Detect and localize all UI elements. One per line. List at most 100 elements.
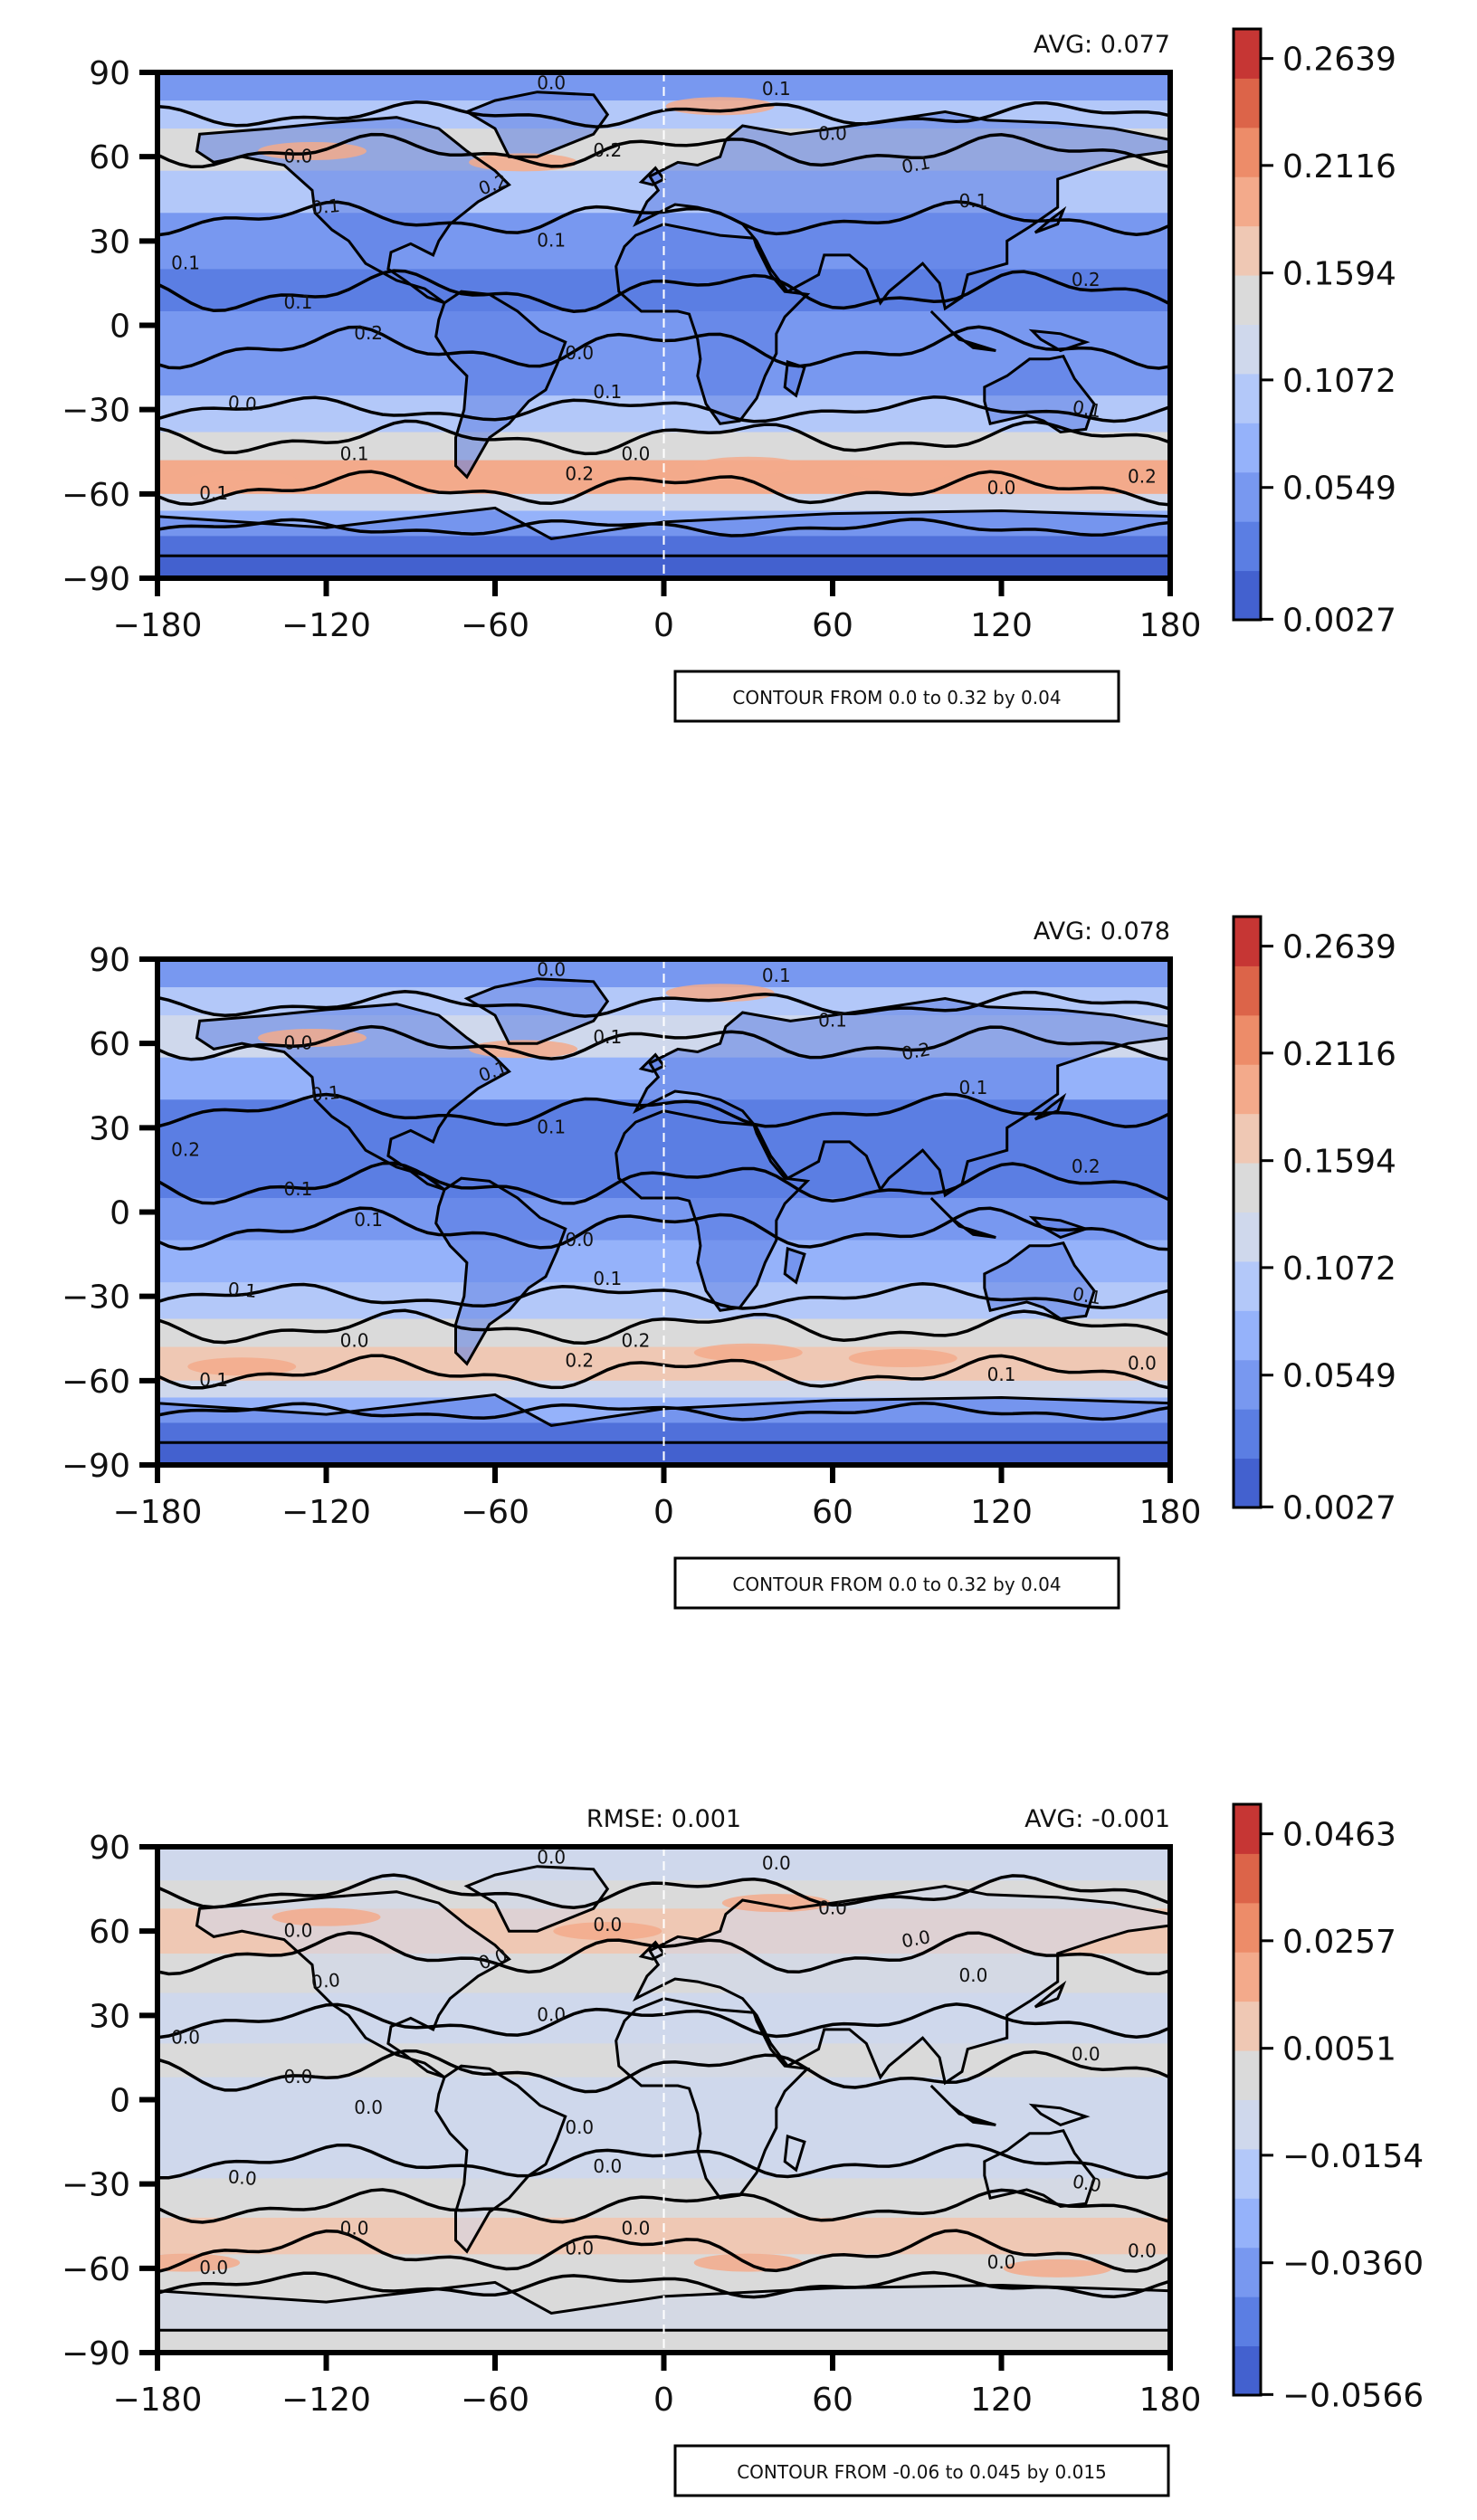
contour-label: 0.0: [284, 145, 313, 166]
y-tick-label: −30: [62, 393, 130, 430]
contour-line: [157, 200, 1170, 237]
colorbar-segment: [1234, 2297, 1261, 2347]
x-tick-label: −180: [113, 2382, 203, 2419]
coastline: [434, 290, 567, 480]
coastline: [615, 1997, 811, 2200]
land-shade: [785, 2135, 805, 2171]
colorbar-segment: [1234, 917, 1261, 966]
contour-line: [157, 1161, 1170, 1205]
coastline: [967, 1227, 986, 1236]
contour-label: 0.1: [354, 1209, 383, 1231]
colorbar-tick-label: 0.1594: [1282, 1144, 1396, 1181]
colorbar-segment: [1234, 78, 1261, 128]
colorbar-frame: [1232, 27, 1263, 622]
colorbar: 0.2639 0.2116 0.1594 0.1072 0.0549 0.0027: [1232, 915, 1396, 1526]
contour-line: [157, 1092, 1170, 1128]
map-panel-2: 0.00.10.20.10.10.10.00.10.00.10.10.10.00…: [62, 915, 1396, 1610]
colorbar-tick-label: −0.0154: [1282, 2138, 1424, 2175]
colorbar-tick-label: 0.0463: [1282, 1817, 1396, 1854]
contour-label: 0.1: [227, 1278, 258, 1302]
coastline: [783, 1246, 806, 1285]
contour-label: 0.0: [818, 1897, 847, 1919]
colorbar-segment: [1234, 324, 1261, 375]
y-tick-label: −90: [62, 2335, 130, 2373]
land-shade: [615, 1110, 807, 1311]
x-tick-label: 60: [812, 607, 853, 644]
coastline: [983, 355, 1096, 434]
contour-line: [157, 1931, 1170, 1976]
contour-label: 0.0: [565, 2237, 594, 2258]
colorbar-tick-label: 0.0027: [1282, 602, 1396, 639]
y-tick-label: 90: [89, 55, 130, 92]
land-shade: [984, 2130, 1095, 2207]
colorbar-tick-label: 0.1594: [1282, 256, 1396, 293]
contour-label: 0.1: [959, 190, 988, 212]
contour-label: 0.0: [227, 2165, 258, 2190]
coastline: [157, 2280, 1170, 2332]
contour-label: 0.1: [284, 291, 313, 313]
coastline: [1034, 1092, 1067, 1121]
y-tick-label: −30: [62, 2167, 130, 2204]
contour-label: 0.0: [762, 1852, 791, 1874]
field-patch: [187, 1357, 297, 1376]
contour-label: 0.2: [1072, 269, 1101, 290]
contour-label: 0.2: [565, 1349, 594, 1371]
coastline: [615, 223, 811, 425]
colorbar-tick-label: 0.0027: [1282, 1489, 1396, 1526]
y-tick-label: 60: [89, 139, 130, 176]
contour-label: 0.0: [987, 2251, 1016, 2273]
field-patch: [553, 1922, 662, 1941]
contour-label: 0.0: [900, 1926, 931, 1952]
land-shade: [635, 1886, 1170, 2083]
colorbar: 0.2639 0.2116 0.1594 0.1072 0.0549 0.0027: [1232, 27, 1396, 639]
contour-label: 0.1: [1071, 1282, 1102, 1308]
contour-label: 0.1: [593, 381, 622, 403]
x-tick-label: −120: [281, 2382, 371, 2419]
field-patch: [693, 1343, 803, 1362]
colorbar-tick-label: 0.2116: [1282, 148, 1396, 185]
y-tick-label: 30: [89, 223, 130, 261]
x-tick-label: 180: [1139, 607, 1202, 644]
contour-label: 0.2: [171, 1138, 200, 1160]
field-patch: [693, 456, 803, 475]
land-shade: [196, 1003, 510, 1190]
colorbar-segment: [1234, 1458, 1261, 1508]
contour-info-box: [673, 1556, 1120, 1610]
contour-label: 0.1: [310, 1081, 341, 1106]
coastline: [463, 1865, 610, 1933]
colorbar-segment: [1234, 373, 1261, 423]
contour-label: 0.1: [284, 1178, 313, 1200]
land-shade: [635, 998, 1170, 1195]
y-tick-label: −60: [62, 1364, 130, 1401]
contour-label: 0.0: [565, 342, 594, 364]
contour-label: 0.1: [199, 482, 228, 504]
land-shade: [196, 1891, 510, 2078]
colorbar-segment: [1234, 570, 1261, 621]
contour-label: 0.0: [565, 1229, 594, 1250]
x-tick-label: 120: [970, 607, 1033, 644]
colorbar-tick-label: 0.0549: [1282, 471, 1396, 508]
contour-label: 0.2: [593, 139, 622, 161]
contour-label: 0.2: [354, 322, 383, 344]
coastline: [463, 977, 610, 1045]
colorbar-tick-label: 0.2116: [1282, 1036, 1396, 1073]
coastline: [633, 109, 1170, 311]
y-tick-label: 90: [89, 942, 130, 979]
contour-label: 0.1: [1071, 395, 1102, 422]
x-tick-label: −120: [281, 607, 371, 644]
y-tick-label: 30: [89, 1998, 130, 2035]
land-shade: [196, 117, 510, 303]
contour-label: 0.1: [818, 1010, 847, 1032]
land-shade: [615, 1998, 807, 2199]
colorbar-segment: [1234, 1014, 1261, 1065]
contour-label: 0.2: [622, 1330, 651, 1352]
x-tick-label: 180: [1139, 2382, 1202, 2419]
avg-label: AVG: -0.001: [1024, 1805, 1170, 1833]
contour-label: 0.0: [818, 123, 847, 145]
colorbar-segment: [1234, 2247, 1261, 2297]
y-tick-label: 0: [110, 1195, 130, 1232]
x-tick-label: 0: [653, 1494, 674, 1531]
contour-label: 0.0: [1128, 2239, 1157, 2261]
contour-label: 0.0: [537, 72, 566, 94]
contour-label: 0.0: [354, 2097, 383, 2118]
